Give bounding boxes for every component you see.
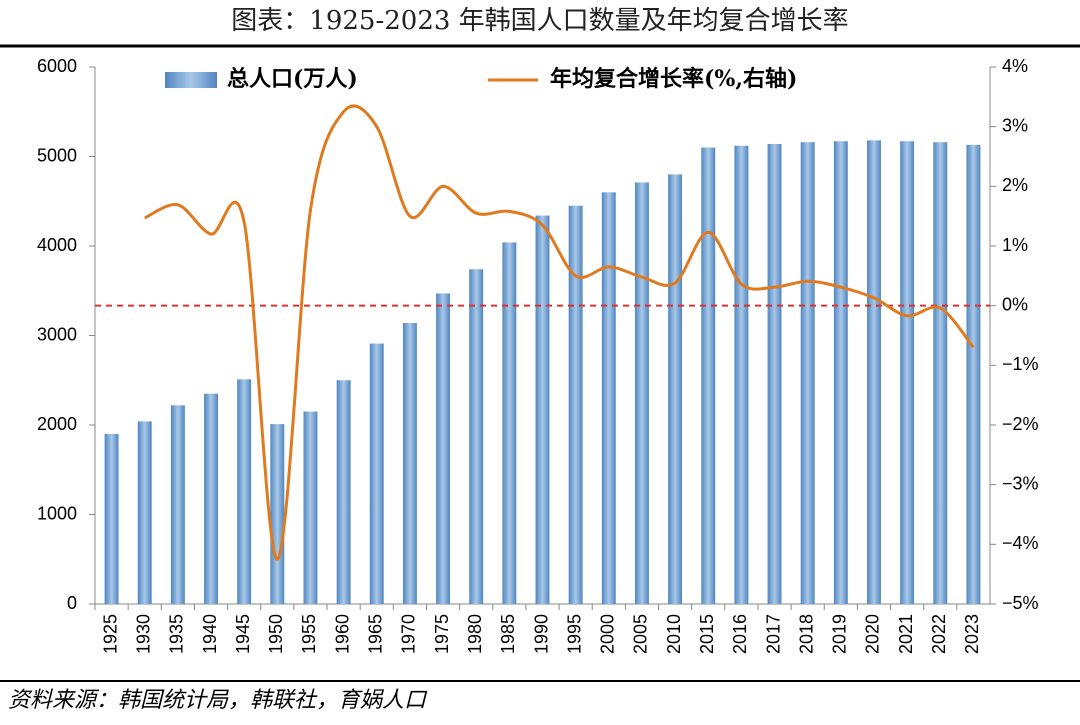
legend-label: 总人口(万人)	[227, 66, 358, 92]
bar	[900, 141, 915, 604]
x-tick-label: 2022	[929, 614, 949, 654]
y2-tick-label: −5%	[1002, 593, 1039, 613]
x-tick-label: 1980	[465, 614, 485, 654]
bar	[966, 144, 981, 605]
bar	[734, 145, 749, 604]
y2-tick-label: −4%	[1002, 533, 1039, 553]
y-tick-label: 4000	[37, 235, 77, 255]
y2-tick-label: −1%	[1002, 354, 1039, 374]
x-tick-label: 2010	[664, 614, 684, 654]
bar	[469, 269, 484, 604]
source: 资料来源：韩国统计局，韩联社，育娲人口	[8, 688, 428, 713]
bar	[436, 293, 451, 604]
x-tick-label: 1985	[498, 614, 518, 654]
bar	[933, 142, 948, 604]
y2-tick-label: −3%	[1002, 473, 1039, 493]
bar	[336, 380, 351, 604]
bar	[634, 182, 649, 604]
y-tick-label: 5000	[37, 145, 77, 165]
y-tick-label: 1000	[37, 503, 77, 523]
bar	[303, 411, 318, 604]
x-tick-label: 2015	[697, 614, 717, 654]
x-tick-label: 2005	[631, 614, 651, 654]
y2-tick-label: 1%	[1002, 235, 1028, 255]
y2-tick-label: −2%	[1002, 414, 1039, 434]
x-tick-label: 1995	[564, 614, 584, 654]
x-tick-label: 1990	[531, 614, 551, 654]
bar	[767, 143, 782, 604]
bar	[137, 421, 152, 604]
bar	[204, 393, 218, 604]
x-tick-label: 2017	[763, 614, 783, 654]
y-tick-label: 3000	[37, 324, 77, 344]
x-tick-label: 2000	[598, 614, 618, 654]
x-tick-label: 1960	[332, 614, 352, 654]
bar	[568, 205, 583, 604]
x-tick-label: 1930	[133, 614, 153, 654]
bar	[237, 379, 252, 604]
legend-swatch	[165, 72, 217, 88]
bar	[701, 147, 716, 605]
x-tick-label: 2020	[863, 614, 883, 654]
legend-label: 年均复合增长率(%,右轴)	[550, 66, 797, 92]
bar	[668, 174, 683, 604]
line	[144, 104, 975, 561]
y-tick-label: 2000	[37, 414, 77, 434]
bar	[867, 140, 881, 604]
x-tick-label: 1925	[100, 614, 120, 654]
bar	[833, 141, 848, 604]
bar	[369, 343, 384, 604]
y2-tick-label: 0%	[1002, 294, 1028, 314]
bar	[502, 242, 517, 605]
y2-tick-label: 2%	[1002, 175, 1028, 195]
x-tick-label: 2021	[896, 614, 916, 654]
y2-tick-label: 3%	[1002, 115, 1028, 135]
x-tick-label: 1935	[167, 614, 187, 654]
bar	[402, 322, 417, 604]
x-tick-label: 2018	[796, 614, 816, 654]
x-tick-label: 1975	[432, 614, 452, 654]
x-tick-label: 1965	[366, 614, 386, 654]
bar	[270, 424, 285, 604]
x-tick-label: 1950	[266, 614, 286, 654]
bar	[800, 142, 815, 604]
bar	[104, 433, 119, 604]
bar	[170, 405, 185, 604]
bar	[535, 215, 550, 604]
x-tick-label: 2016	[730, 614, 750, 654]
x-tick-label: 1945	[233, 614, 253, 654]
bar	[601, 192, 616, 605]
x-tick-label: 2023	[962, 614, 982, 654]
x-tick-label: 1955	[299, 614, 319, 654]
x-tick-label: 2019	[830, 614, 850, 654]
y2-tick-label: 4%	[1002, 56, 1028, 76]
y-tick-label: 6000	[37, 56, 77, 76]
x-tick-label: 1970	[399, 614, 419, 654]
y-tick-label: 0	[67, 593, 77, 613]
chart-title: 图表：1925-2023 年韩国人口数量及年均复合增长率	[231, 6, 848, 36]
x-tick-label: 1940	[200, 614, 220, 654]
